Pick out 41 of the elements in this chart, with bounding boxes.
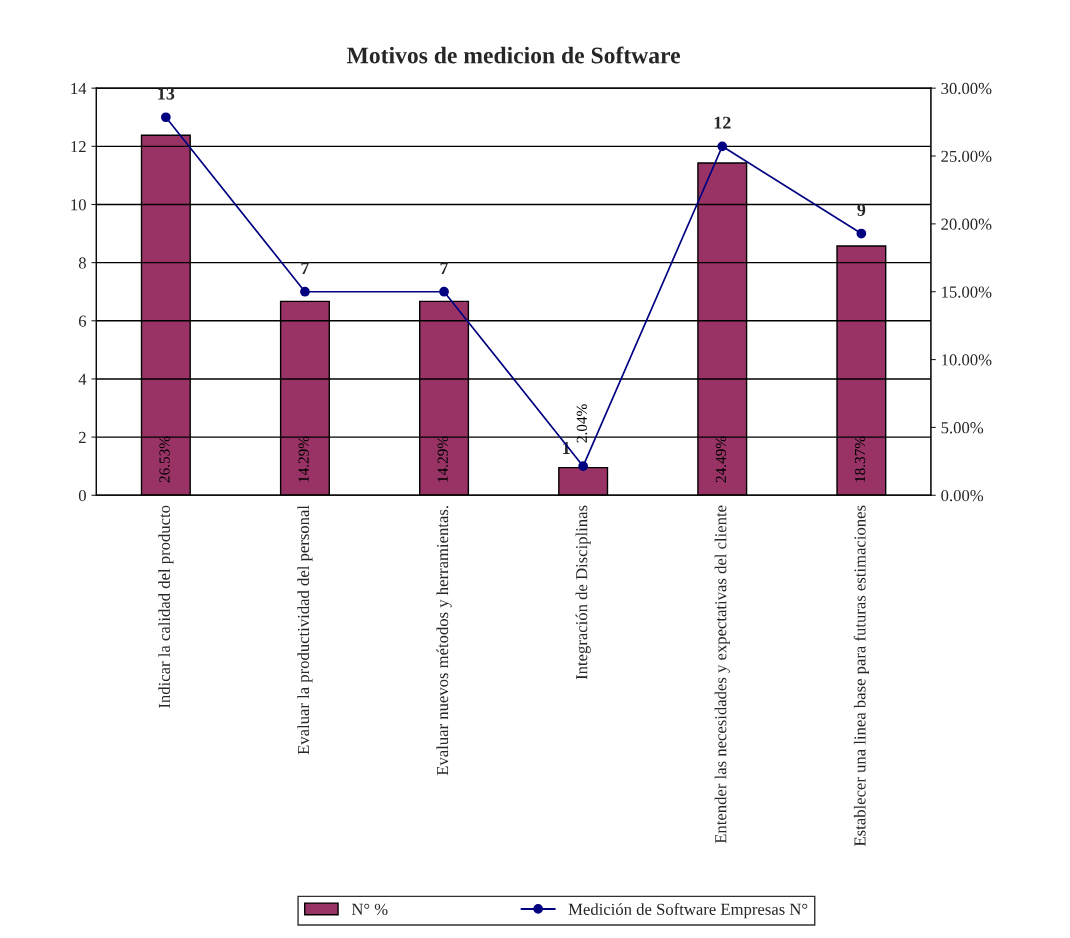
data-label: 18.37% — [854, 436, 866, 482]
data-label: 24.49% — [715, 436, 727, 483]
y2-tick-label: 30.00% — [941, 82, 992, 95]
x-tick-label: Establecer una linea base para futuras estimaciones — [853, 505, 869, 847]
y-tick-label: 2 — [78, 431, 86, 443]
data-label: 7 — [301, 262, 310, 274]
x-tick-label: Integración de Disciplinas — [575, 505, 591, 680]
point — [439, 286, 449, 297]
x-tick-label: Evaluar nuevos métodos y herramientas. — [436, 506, 452, 776]
point — [717, 141, 728, 152]
y2-tick-label: 0.00% — [941, 489, 984, 502]
y2-tick-label: 15.00% — [942, 286, 992, 298]
legend-label: Medición de Software Empresas N° — [568, 903, 808, 919]
data-label: 14.29% — [437, 436, 448, 482]
y-tick-label: 12 — [71, 141, 86, 153]
data-label: 7 — [440, 262, 449, 274]
x-tick-label: Evaluar la productividad del personal — [297, 505, 313, 755]
data-label: 13 — [158, 87, 175, 100]
x-tick-label: Entender las necesidades y expectativas del cliente — [714, 505, 730, 844]
point — [856, 228, 867, 239]
y-tick-label: 14 — [71, 82, 87, 94]
point — [300, 286, 310, 297]
y-tick-label: 10 — [71, 199, 86, 211]
y-tick-label: 4 — [78, 373, 87, 385]
point — [160, 112, 171, 123]
legend-label: N° % — [351, 903, 388, 915]
y2-tick-label: 10.00% — [942, 354, 992, 366]
y-tick-label: 0 — [78, 489, 86, 502]
data-label: 2.04% — [576, 404, 588, 443]
point — [578, 461, 589, 472]
y2-tick-label: 25.00% — [941, 150, 992, 163]
data-label: 26.53% — [159, 436, 170, 483]
chart-title: Motivos de medicion de Software — [346, 46, 680, 64]
y-tick-label: 8 — [78, 257, 86, 269]
data-label: 9 — [857, 203, 866, 217]
data-label: 12 — [714, 116, 731, 129]
y-tick-label: 6 — [78, 315, 87, 327]
x-tick-label: Indicar la calidad del producto — [158, 505, 174, 708]
y2-tick-label: 5.00% — [941, 422, 984, 434]
data-label: 14.29% — [298, 436, 309, 482]
y2-tick-label: 20.00% — [941, 218, 992, 230]
